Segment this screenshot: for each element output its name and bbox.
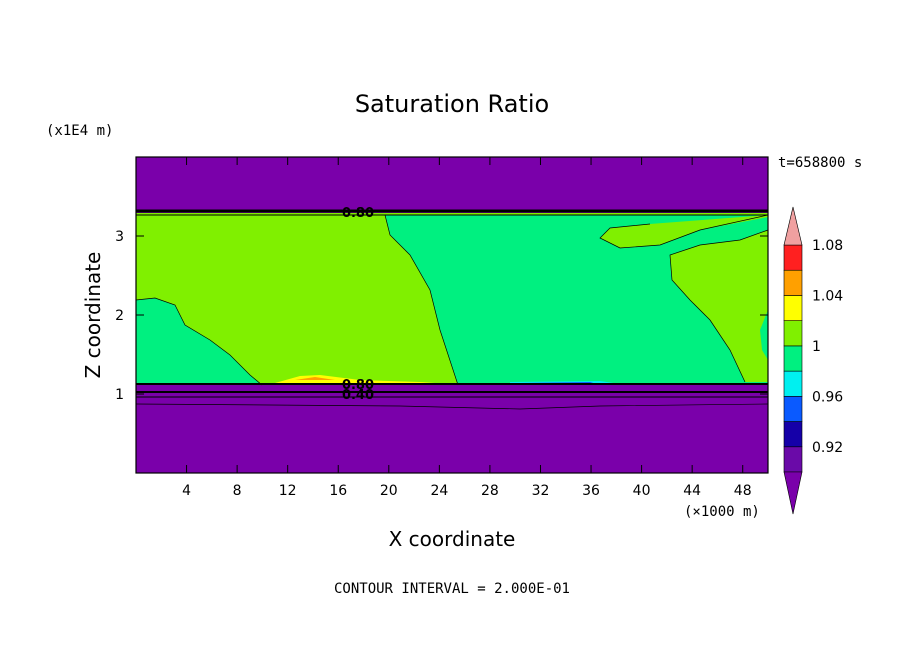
contour-interval-label: CONTOUR INTERVAL = 2.000E-01: [334, 581, 570, 597]
x-tick-label: 28: [481, 483, 499, 499]
dry-lower-region: [136, 385, 768, 473]
y-tick-label: 1: [115, 387, 124, 403]
chart-title: Saturation Ratio: [355, 90, 549, 118]
contour-line-mid-boundary: [384, 214, 459, 386]
contour-line-left-blob: [135, 297, 263, 386]
contour-line-right: [669, 229, 769, 383]
x-tick-label: 12: [279, 483, 297, 499]
y-tick-label: 3: [115, 229, 124, 245]
colorbar-level-label: 0.92: [812, 440, 843, 456]
colorbar-segment: [783, 446, 803, 473]
y-tick-label: 2: [115, 308, 124, 324]
supersaturated-core: [295, 377, 335, 380]
moist-region-upper-right: [600, 215, 768, 248]
x-axis-label: X coordinate: [389, 527, 516, 551]
contour-line-bottom-4: [135, 403, 769, 410]
x-unit-label: (×1000 m): [684, 504, 760, 520]
colorbar-level-label: 1.08: [812, 238, 843, 254]
x-tick-label: 4: [182, 483, 191, 499]
contour-line-upper-right: [599, 214, 769, 249]
plot-area: 0.80 0.80 0.40: [135, 156, 769, 474]
y-axis-label: Z coordinate: [81, 252, 105, 379]
colorbar-level-label: 1: [812, 339, 821, 355]
colorbar-segment: [783, 269, 803, 296]
colorbar-level-label: 1.04: [812, 288, 843, 304]
colorbar-segment: [783, 421, 803, 448]
y-unit-label: (x1E4 m): [46, 123, 113, 139]
x-tick-label: 44: [683, 483, 701, 499]
y-axis-ticks: 1 2 3: [115, 229, 768, 403]
x-tick-label: 20: [380, 483, 398, 499]
x-tick-label: 40: [633, 483, 651, 499]
colorbar: 0.92 0.96 1 1.04 1.08: [783, 206, 843, 515]
x-tick-label: 48: [734, 483, 752, 499]
x-tick-label: 8: [233, 483, 242, 499]
contour-label-top: 0.80: [342, 206, 374, 221]
colorbar-segment: [783, 345, 803, 372]
x-axis-ticks: 4 8 12 16 20 24 28 32 36 40 44 48: [182, 157, 752, 499]
colorbar-level-label: 0.96: [812, 389, 843, 405]
saturated-region-far-right: [760, 310, 768, 360]
contour-label-bottom-2: 0.40: [342, 388, 374, 403]
moist-region-right: [670, 230, 768, 382]
colorbar-segment: [783, 320, 803, 347]
colorbar-segment: [783, 396, 803, 422]
time-label: t=658800 s: [778, 155, 862, 171]
x-tick-label: 36: [582, 483, 600, 499]
colorbar-over-triangle: [783, 206, 803, 246]
colorbar-segment: [783, 295, 803, 321]
colorbar-under-triangle: [783, 471, 803, 515]
colorbar-segment: [783, 370, 803, 397]
saturated-region-left: [136, 298, 262, 385]
contour-label-bottom-1: 0.80: [342, 378, 374, 393]
colorbar-segment: [783, 244, 803, 271]
x-tick-label: 32: [532, 483, 550, 499]
supersaturated-spot: [275, 375, 450, 385]
x-tick-label: 16: [329, 483, 347, 499]
x-tick-label: 24: [430, 483, 448, 499]
